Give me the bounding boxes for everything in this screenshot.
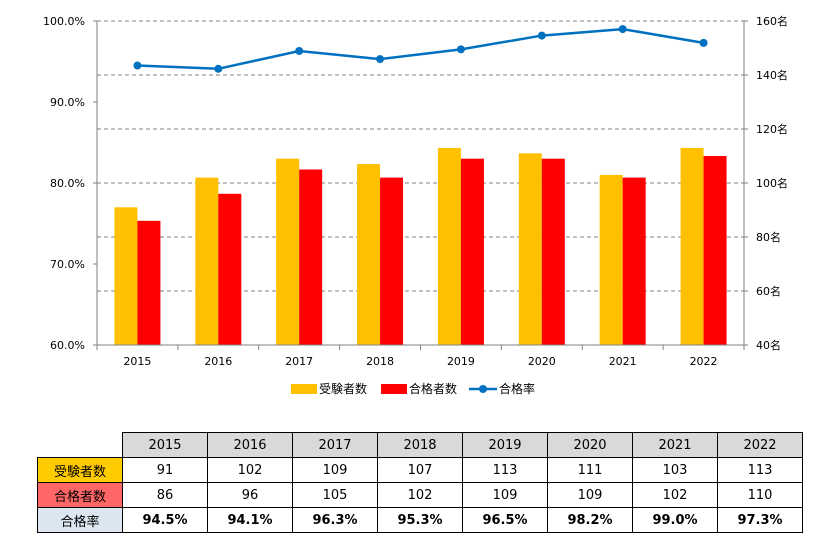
table-cell: 99.0% [632,507,718,533]
pass-rate-point [376,55,385,64]
pass-rate-point [537,31,546,40]
table-header-row: 2015 2016 2017 2018 2019 2020 2021 2022 [37,432,803,458]
table-cell: 102 [207,457,293,483]
right-tick-label: 140名 [756,68,788,82]
bar-examinees [599,174,623,345]
table-cell: 109 [547,482,633,508]
right-tick-label: 120名 [756,122,788,136]
x-tick-label: 2016 [204,355,232,368]
bar-examinees [195,177,219,345]
legend-label: 合格率 [499,381,535,396]
gridlines [97,20,744,292]
bar-passers [541,158,565,345]
table-cell: 109 [292,457,378,483]
x-tick-label: 2020 [528,355,556,368]
table-cell: 113 [717,457,803,483]
bar-series [114,147,727,345]
left-tick-label: 70.0% [50,258,85,271]
table-cell: 105 [292,482,378,508]
left-tick-label: 60.0% [50,339,85,352]
bar-passers [703,156,727,345]
bar-examinees [518,153,542,345]
pass-rate-line [137,27,704,71]
right-tick-label: 100名 [756,176,788,190]
bar-examinees [680,147,704,345]
table-cell: 94.1% [207,507,293,533]
legend-label: 合格者数 [409,381,457,396]
table-cell: 98.2% [547,507,633,533]
table-cell: 96 [207,482,293,508]
table-row-examinees: 受験者数 91 102 109 107 113 111 103 113 [37,457,803,483]
bar-passers [622,177,646,345]
table-cell: 96.5% [462,507,548,533]
legend: 受験者数 合格者数 合格率 [291,381,535,396]
year-header: 2018 [377,432,463,458]
table-cell: 102 [632,482,718,508]
table-cell: 102 [377,482,463,508]
year-header: 2022 [717,432,803,458]
right-tick-label: 160名 [756,14,788,28]
legend-swatch [291,384,317,394]
data-table: 2015 2016 2017 2018 2019 2020 2021 2022 … [37,432,803,533]
left-tick-label: 80.0% [50,177,85,190]
right-tick-label: 60名 [756,284,781,298]
table-cell: 94.5% [122,507,208,533]
table-cell: 110 [717,482,803,508]
bar-examinees [437,147,461,345]
x-tick-label: 2015 [123,355,151,368]
x-tick-label: 2018 [366,355,394,368]
table-cell: 91 [122,457,208,483]
left-tick-label: 90.0% [50,96,85,109]
table-cell: 109 [462,482,548,508]
table-cell: 103 [632,457,718,483]
pass-rate-point [699,38,708,47]
bar-examinees [114,207,138,345]
table-cell: 86 [122,482,208,508]
axes: 60.0% 70.0% 80.0% 90.0% 100.0% 40名 60名 80名 100名 1… [43,14,788,368]
year-header: 2016 [207,432,293,458]
table-cell: 97.3% [717,507,803,533]
year-header: 2020 [547,432,633,458]
year-header: 2017 [292,432,378,458]
bar-examinees [276,158,300,345]
bar-passers [218,193,242,345]
x-tick-label: 2019 [447,355,475,368]
table-cell: 95.3% [377,507,463,533]
right-tick-label: 40名 [756,338,781,352]
table-cell: 113 [462,457,548,483]
year-header: 2015 [122,432,208,458]
table-row-pass-rate: 合格率 94.5% 94.1% 96.3% 95.3% 96.5% 98.2% … [37,507,803,533]
x-tick-label: 2021 [609,355,637,368]
table-row-passers: 合格者数 86 96 105 102 109 109 102 110 [37,482,803,508]
bar-passers [460,158,484,345]
legend-label: 受験者数 [319,381,367,396]
year-header: 2019 [462,432,548,458]
year-header: 2021 [632,432,718,458]
bar-examinees [357,164,381,345]
pass-rate-point [214,64,223,73]
bar-passers [137,220,161,345]
legend-swatch [381,384,407,394]
bar-passers [380,177,404,345]
row-label: 合格者数 [37,482,123,508]
left-tick-label: 100.0% [43,15,85,28]
row-label: 受験者数 [37,457,123,483]
legend-marker [479,385,487,393]
x-tick-label: 2017 [285,355,313,368]
table-cell: 107 [377,457,463,483]
table-corner [37,432,123,458]
row-label: 合格率 [37,507,123,533]
pass-rate-point [456,45,465,54]
pass-rate-point [295,46,304,55]
right-tick-label: 80名 [756,230,781,244]
combo-chart: 60.0% 70.0% 80.0% 90.0% 100.0% 40名 60名 80名 100名 1… [43,14,788,396]
pass-rate-point [618,25,627,34]
table-cell: 96.3% [292,507,378,533]
x-tick-label: 2022 [690,355,718,368]
table-cell: 111 [547,457,633,483]
bar-passers [299,169,323,345]
line-series [133,25,708,73]
pass-rate-point [133,61,142,70]
